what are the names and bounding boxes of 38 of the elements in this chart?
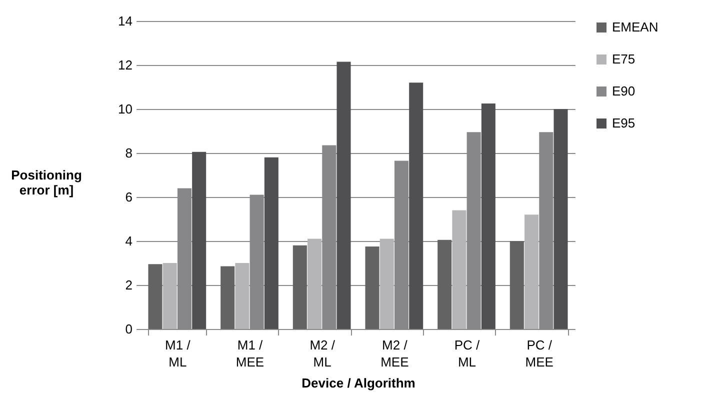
bar [148,264,162,329]
y-tick-label: 10 [118,102,132,116]
bar [308,238,322,329]
bar [235,263,250,329]
x-tick-label: M1 / ML [165,338,191,370]
bar [365,246,380,329]
x-tick-label: M2 / MEE [380,338,410,370]
x-tick-label: PC / ML [454,338,480,370]
bar [220,266,235,329]
legend-label: E95 [612,116,636,130]
bar [292,245,307,329]
bar [481,104,496,329]
bar [336,62,351,329]
y-tick-label: 14 [118,14,132,28]
legend-label: E75 [612,52,636,66]
x-tick-label: PC / MEE [525,338,554,370]
y-axis-title: Positioning error [m] [11,168,82,198]
x-tick-label: M2 / ML [310,338,336,370]
bar [554,109,568,329]
x-axis-title: Device / Algorithm [302,376,416,390]
y-tick-label: 2 [125,278,132,292]
bar [380,238,394,329]
bar [264,157,278,329]
bar [510,241,524,329]
bar [524,214,539,329]
bar [409,82,424,329]
y-tick-label: 0 [125,322,132,336]
legend-label: E90 [612,84,636,98]
bar [438,240,452,329]
y-tick-label: 6 [125,190,132,204]
y-tick-label: 8 [125,146,132,160]
bar [452,210,466,329]
x-tick-label: M1 / MEE [236,338,264,370]
bar [192,152,206,329]
y-tick-label: 12 [118,58,132,72]
legend-label: EMEAN [612,20,658,34]
y-tick-label: 4 [125,234,132,248]
bar [162,263,177,329]
